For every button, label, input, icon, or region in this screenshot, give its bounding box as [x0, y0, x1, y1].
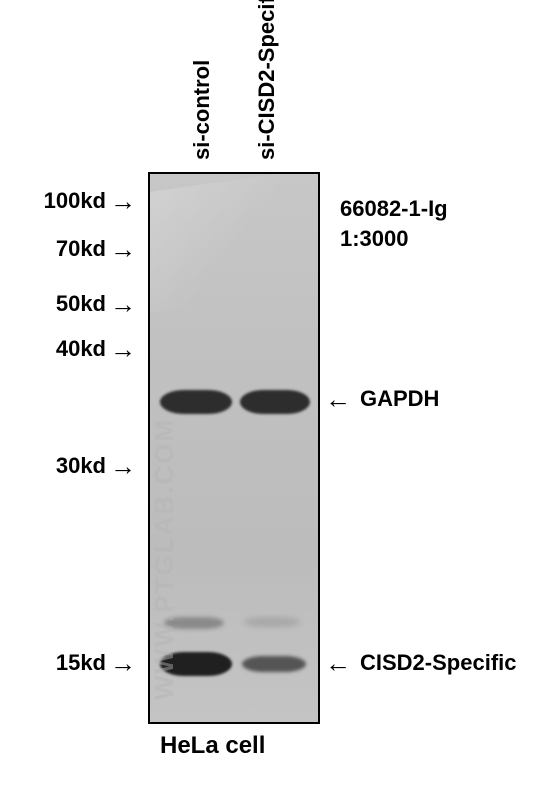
catalog-number: 66082-1-Ig — [340, 196, 448, 222]
ladder-text: 15kd — [0, 650, 110, 676]
cisd2-text: CISD2-Specific — [360, 650, 517, 675]
watermark-text: WWW.PTGLAB.COM — [149, 418, 180, 700]
arrow-left-icon: ← — [325, 384, 351, 414]
arrow-right-icon: → — [110, 453, 136, 479]
gapdh-arrow: ← — [325, 384, 351, 415]
gapdh-text: GAPDH — [360, 386, 439, 411]
figure-container: si-control si-CISD2-Specific 100kd → 70k… — [0, 0, 550, 795]
ladder-text: 30kd — [0, 453, 110, 479]
arrow-left-icon: ← — [325, 648, 351, 678]
arrow-right-icon: → — [110, 291, 136, 317]
band-gapdh-lane1 — [160, 390, 232, 414]
cisd2-label: CISD2-Specific — [360, 650, 517, 676]
cisd2-arrow: ← — [325, 648, 351, 679]
band-gapdh-lane2 — [240, 390, 310, 414]
arrow-right-icon: → — [110, 236, 136, 262]
arrow-right-icon: → — [110, 650, 136, 676]
gapdh-label: GAPDH — [360, 386, 439, 412]
sample-text: HeLa cell — [160, 732, 265, 759]
band-faint-lane2 — [244, 617, 300, 627]
ladder-text: 40kd — [0, 336, 110, 362]
dilution: 1:3000 — [340, 226, 409, 252]
band-cisd2-lane2 — [242, 656, 306, 672]
watermark-label: WWW.PTGLAB.COM — [149, 418, 179, 700]
ladder-text: 50kd — [0, 291, 110, 317]
arrow-right-icon: → — [110, 188, 136, 214]
lane-label-control: si-control — [189, 60, 215, 160]
lane-label-cisd2: si-CISD2-Specific — [254, 0, 280, 160]
ladder-40kd: 40kd → — [0, 336, 136, 362]
lane-label-text: si-control — [189, 60, 214, 160]
ladder-50kd: 50kd → — [0, 291, 136, 317]
ladder-70kd: 70kd → — [0, 236, 136, 262]
ladder-text: 100kd — [0, 188, 110, 214]
sample-label: HeLa cell — [160, 732, 265, 760]
ladder-15kd: 15kd → — [0, 650, 136, 676]
catalog-text: 66082-1-Ig — [340, 196, 448, 221]
arrow-right-icon: → — [110, 336, 136, 362]
lane-label-text: si-CISD2-Specific — [254, 0, 279, 160]
dilution-text: 1:3000 — [340, 226, 409, 251]
ladder-30kd: 30kd → — [0, 453, 136, 479]
ladder-100kd: 100kd → — [0, 188, 136, 214]
ladder-text: 70kd — [0, 236, 110, 262]
